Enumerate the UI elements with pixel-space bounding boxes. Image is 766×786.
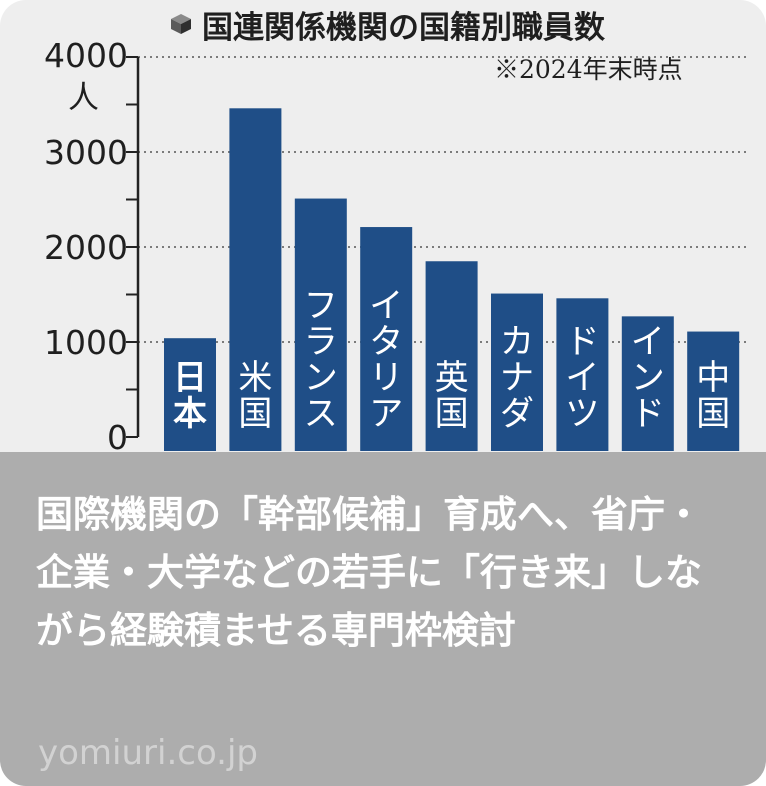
cube-icon	[171, 14, 191, 34]
bar-label-char: イ	[369, 286, 403, 326]
bar-label-char: イ	[631, 322, 665, 362]
y-tick-label: 0	[107, 418, 128, 452]
bar-label-char: ダ	[500, 394, 534, 434]
y-tick-label: 1000	[44, 323, 128, 362]
bar-label-char: 国	[238, 394, 272, 434]
bar-label-char: 日	[173, 358, 207, 398]
bar-label-char: 英	[435, 358, 469, 398]
bar	[621, 316, 674, 451]
bar	[556, 298, 609, 451]
bar	[360, 227, 413, 451]
bar-label-char: 米	[238, 358, 272, 398]
bar-label-char: イ	[565, 358, 599, 398]
y-tick-label: 4000	[44, 36, 128, 75]
chart-image: 国連関係機関の国籍別職員数 ※2024年末時点 0 1000 2000 3000 400…	[0, 0, 766, 452]
chart-title: 国連関係機関の国籍別職員数	[202, 9, 605, 46]
bar	[294, 198, 347, 451]
bar-label-char: ス	[304, 394, 338, 434]
y-tick-label: 3000	[44, 133, 128, 172]
bar-label-char: リ	[369, 358, 403, 398]
source-domain[interactable]: yomiuri.co.jp	[38, 733, 259, 773]
bar	[164, 338, 216, 451]
headline[interactable]: 国際機関の「幹部候補」育成へ、省庁・企業・大学などの若手に「行き来」しながら経験…	[36, 493, 702, 652]
bar-label-char: 国	[696, 394, 730, 434]
bar-label-char: ン	[304, 358, 338, 398]
bar-label-char: ナ	[500, 358, 534, 398]
bar-label-char: カ	[500, 322, 534, 362]
bar-label-char: 本	[173, 394, 207, 434]
y-tick-label: 2000	[44, 228, 128, 267]
bar-label-char: ド	[631, 394, 665, 434]
caption-panel	[0, 452, 766, 786]
chart-note: ※2024年末時点	[494, 55, 683, 84]
bar-label-char: フ	[304, 286, 338, 326]
bar-chart: 01000200030004000人日本米国フランスイタリア英国カナダドイツイン…	[44, 36, 748, 452]
bar-label-char: タ	[369, 322, 403, 362]
bar	[687, 331, 740, 451]
bar-label-char: ラ	[304, 322, 338, 362]
chart-title-row: 国連関係機関の国籍別職員数	[170, 2, 605, 46]
bar-label-char: ド	[565, 322, 599, 362]
bar-label-char: 中	[696, 358, 730, 398]
bar-label-char: 国	[435, 394, 469, 434]
bar	[425, 261, 478, 451]
bar	[491, 293, 543, 451]
bar	[229, 108, 282, 452]
bar-label-char: ツ	[565, 394, 599, 434]
bar-label-char: ン	[631, 358, 665, 398]
y-axis-unit: 人	[68, 80, 99, 116]
bar-label-char: ア	[369, 394, 403, 434]
